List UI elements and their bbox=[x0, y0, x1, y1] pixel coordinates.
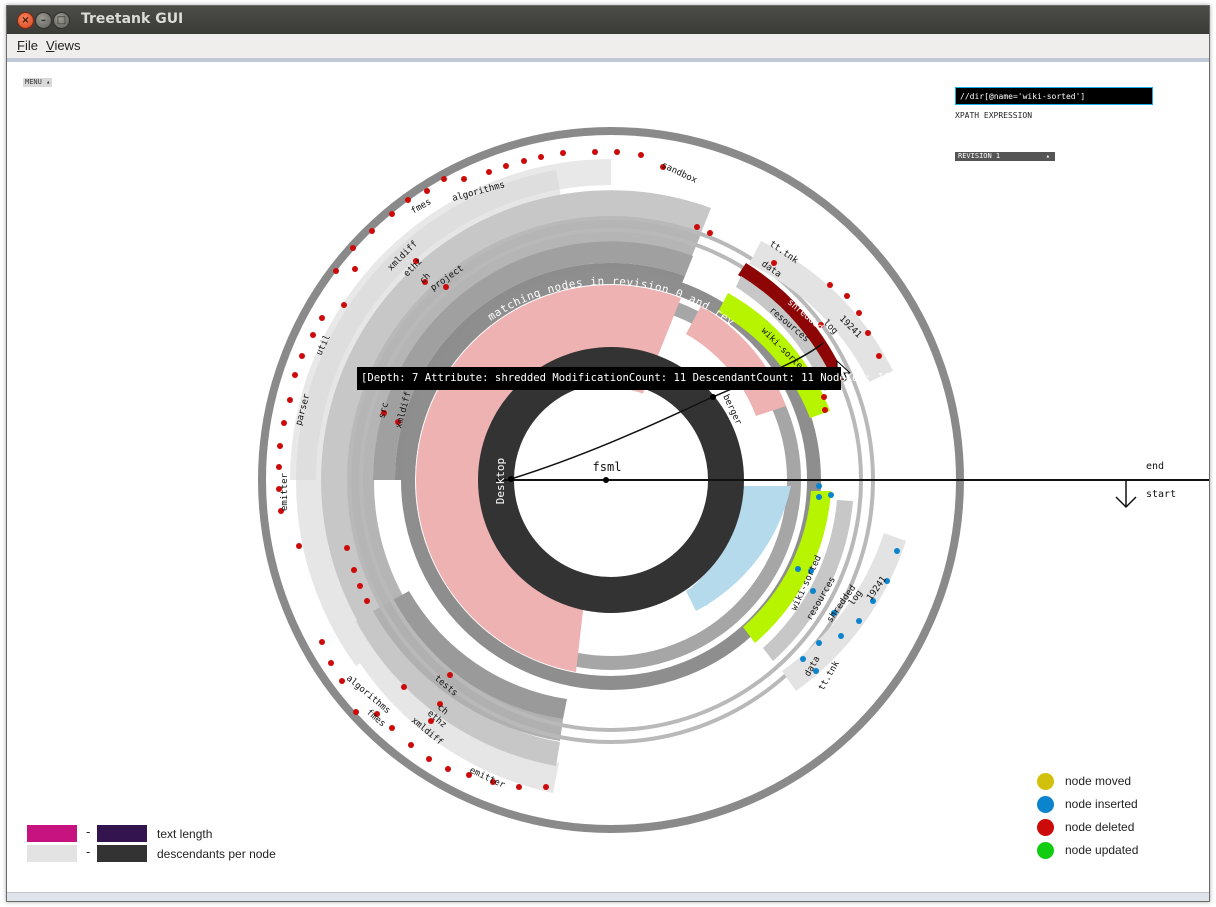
inserted-color-icon bbox=[1037, 796, 1054, 813]
legend-deleted-label: node deleted bbox=[1065, 820, 1135, 834]
timeline-arrow-icon bbox=[1115, 496, 1137, 509]
changed-nodes-bottom bbox=[341, 591, 567, 793]
sunburst-visualization[interactable]: changed nodes in revision 1 from revisio… bbox=[7, 58, 1209, 898]
maximize-window-button[interactable]: □ bbox=[53, 12, 70, 29]
connector-line bbox=[510, 342, 824, 480]
highlight-resources-rev0 bbox=[736, 276, 836, 391]
node-label: fmes bbox=[410, 197, 434, 217]
close-window-button[interactable]: × bbox=[17, 12, 34, 29]
legend-inserted-label: node inserted bbox=[1065, 797, 1138, 811]
inserted-node-dots bbox=[795, 483, 900, 674]
viz-menu-button[interactable]: MENU ▴ bbox=[23, 78, 53, 87]
node-label: emitter bbox=[280, 472, 290, 511]
moved-color-icon bbox=[1037, 773, 1054, 790]
menu-views[interactable]: Views bbox=[46, 38, 81, 53]
minimize-window-button[interactable]: – bbox=[35, 12, 52, 29]
deleted-node-dots bbox=[276, 149, 882, 790]
svg-text:sandbox: sandbox bbox=[660, 161, 699, 186]
center-node-label: fsml bbox=[593, 460, 622, 474]
changed-nodes-right-upper bbox=[749, 241, 893, 382]
status-bar bbox=[7, 892, 1209, 901]
maximize-icon: □ bbox=[56, 15, 67, 26]
deleted-color-icon bbox=[1037, 819, 1054, 836]
close-icon: × bbox=[21, 15, 30, 26]
toolbar-separator bbox=[7, 58, 1209, 62]
minimize-icon: – bbox=[41, 15, 46, 26]
text-length-dark-swatch bbox=[97, 825, 147, 842]
xpath-label: XPATH EXPRESSION bbox=[955, 111, 1033, 120]
title-bar[interactable]: × – □ Treetank GUI bbox=[7, 6, 1209, 34]
root-node-dot bbox=[508, 476, 514, 482]
node-label: src bbox=[377, 401, 391, 419]
text-length-light-swatch bbox=[27, 825, 77, 842]
highlight-wiki-sorted-rev1 bbox=[743, 491, 831, 643]
changed-nodes-right-lower bbox=[782, 533, 906, 691]
descendants-light-swatch bbox=[27, 845, 77, 862]
legend-moved-label: node moved bbox=[1065, 774, 1132, 788]
updated-color-icon bbox=[1037, 842, 1054, 859]
matching-wedge-bottom bbox=[415, 480, 584, 672]
menu-file[interactable]: File bbox=[17, 38, 38, 53]
legend-dash: - bbox=[86, 825, 91, 839]
root-node-label: Desktop bbox=[494, 458, 507, 504]
match-node-dot bbox=[710, 394, 716, 400]
dropdown-arrow-icon: ▴ bbox=[1045, 152, 1050, 160]
node-tooltip: [Depth: 7 Attribute: shredded Modificati… bbox=[357, 367, 922, 390]
center-node-dot bbox=[603, 477, 609, 483]
legend-updated-label: node updated bbox=[1065, 843, 1139, 857]
timeline-start-label: start bbox=[1146, 489, 1176, 500]
descendants-label: descendants per node bbox=[157, 847, 276, 861]
highlight-resources-rev1 bbox=[763, 500, 853, 661]
outer-ring-label: changed nodes in revision 1 from revisio… bbox=[7, 58, 749, 155]
legend-dash: - bbox=[86, 845, 91, 859]
descendants-dark-swatch bbox=[97, 845, 147, 862]
xpath-input[interactable]: //dir[@name='wiki-sorted'] bbox=[955, 87, 1153, 105]
app-window: × – □ Treetank GUI File Views MENU ▴ //d… bbox=[6, 5, 1210, 902]
revision-select[interactable]: REVISION 1 ▴ bbox=[955, 152, 1055, 161]
revision-select-value: REVISION 1 bbox=[958, 152, 1001, 160]
window-title: Treetank GUI bbox=[81, 11, 184, 27]
inserted-wedge-outer bbox=[686, 486, 791, 611]
timeline-end-label: end bbox=[1146, 461, 1164, 472]
text-length-label: text length bbox=[157, 827, 213, 841]
menu-bar: File Views bbox=[7, 34, 1209, 59]
